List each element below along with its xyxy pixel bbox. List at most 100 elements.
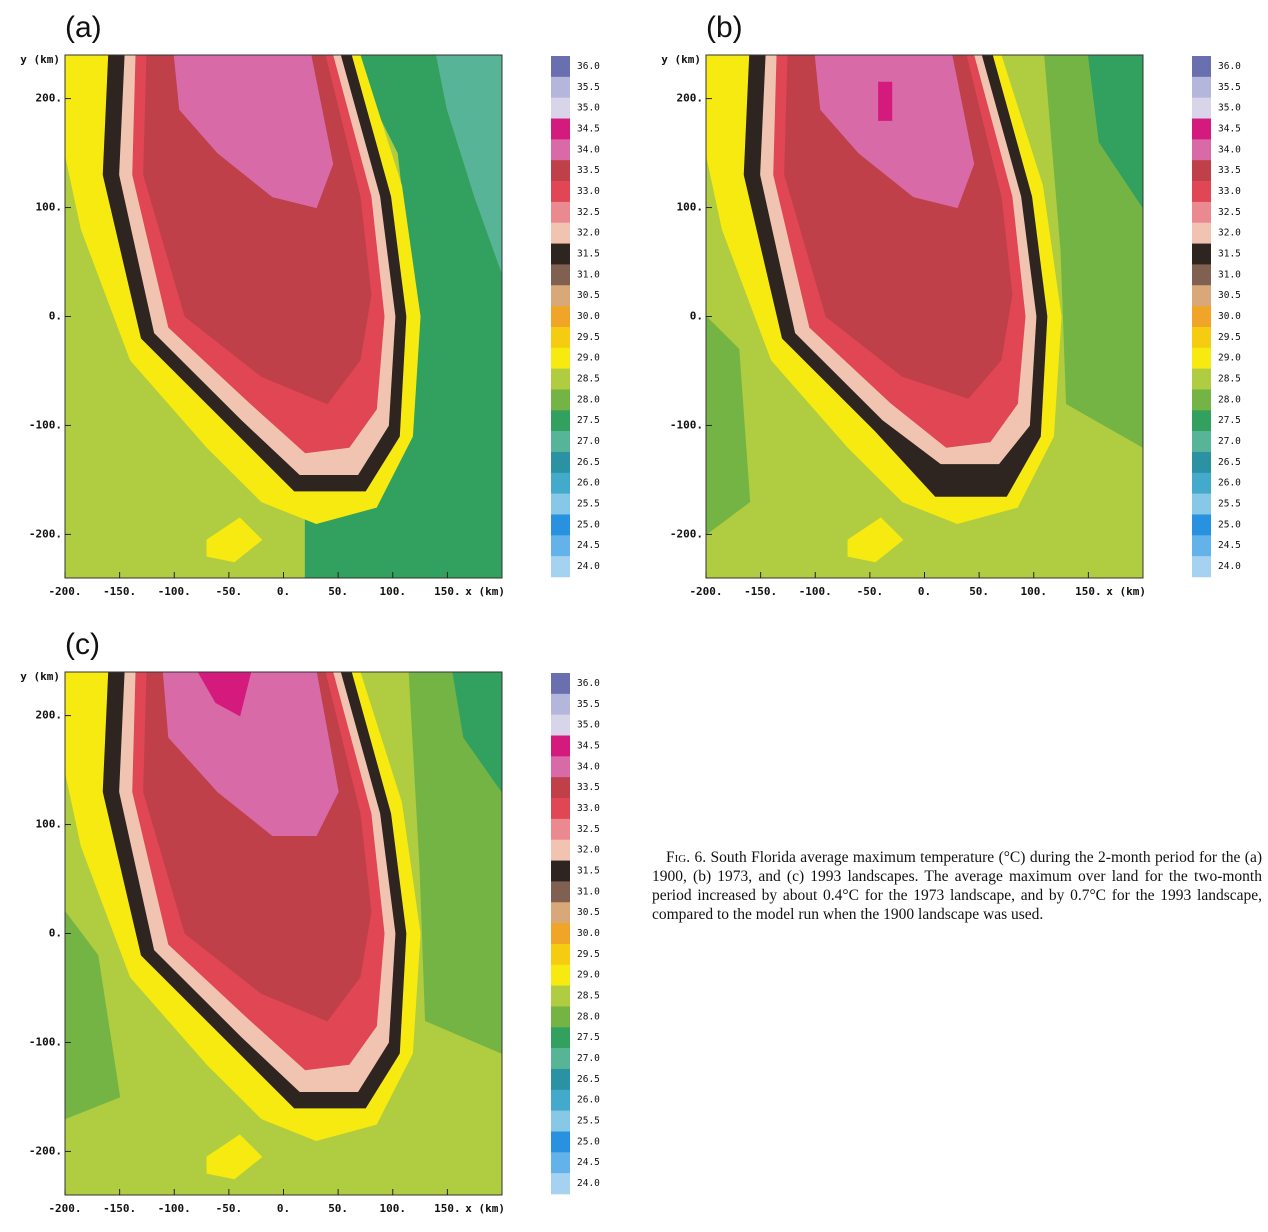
x-tick-label: 100. [380, 1202, 407, 1215]
colorbar-label: 28.5 [577, 374, 600, 385]
colorbar-label: 25.5 [577, 1116, 600, 1127]
colorbar-label: 31.5 [577, 248, 600, 259]
y-tick-label: 100. [36, 201, 63, 214]
colorbar-swatch [551, 777, 570, 799]
colorbar-swatch [551, 556, 570, 578]
colorbar-swatch [1192, 514, 1211, 536]
x-tick-label: 50. [969, 585, 989, 598]
colorbar-swatch [551, 493, 570, 515]
x-tick-label: -200. [689, 585, 722, 598]
x-tick-label: -50. [857, 585, 884, 598]
map [706, 55, 1143, 578]
colorbar-label: 33.5 [577, 782, 600, 793]
x-tick-label: 50. [328, 1202, 348, 1215]
colorbar-label: 27.5 [577, 415, 600, 426]
colorbar-swatch [551, 326, 570, 349]
colorbar-swatch [551, 756, 570, 778]
colorbar-swatch [551, 1048, 570, 1070]
colorbar-swatch [551, 285, 570, 307]
colorbar-label: 25.0 [1218, 519, 1241, 530]
colorbar-label: 28.0 [1218, 394, 1241, 405]
colorbar-swatch [1192, 139, 1211, 161]
colorbar-swatch [551, 818, 570, 841]
colorbar-swatch [551, 839, 570, 861]
colorbar-swatch [1192, 160, 1211, 182]
temperature-region [878, 81, 893, 121]
colorbar-swatch [1192, 306, 1211, 328]
colorbar-label: 26.5 [1218, 457, 1241, 468]
colorbar-swatch [1192, 535, 1211, 557]
x-tick-label: -100. [158, 585, 191, 598]
x-axis-label: x (km) [1106, 585, 1146, 598]
colorbar-label: 26.0 [577, 1095, 600, 1106]
colorbar-swatch [551, 1110, 570, 1132]
y-tick-label: -100. [29, 418, 62, 431]
y-tick-label: -200. [29, 527, 62, 540]
y-tick-label: 100. [36, 818, 63, 831]
colorbar-label: 36.0 [577, 61, 600, 72]
colorbar-label: 32.5 [577, 207, 600, 218]
colorbar-swatch [551, 735, 570, 757]
colorbar-swatch [551, 1006, 570, 1028]
colorbar-label: 29.5 [1218, 332, 1241, 343]
colorbar-label: 25.5 [577, 499, 600, 510]
colorbar-label: 32.5 [577, 824, 600, 835]
colorbar-swatch [551, 985, 570, 1007]
colorbar-label: 24.5 [1218, 540, 1241, 551]
x-tick-label: -50. [216, 1202, 243, 1215]
colorbar-label: 24.0 [577, 561, 600, 572]
colorbar-label: 27.0 [577, 1053, 600, 1064]
colorbar-label: 34.0 [1218, 144, 1241, 155]
colorbar-label: 26.5 [577, 457, 600, 468]
colorbar-label: 31.0 [1218, 269, 1241, 280]
colorbar-label: 24.0 [577, 1178, 600, 1189]
colorbar-label: 33.5 [577, 165, 600, 176]
x-tick-label: 0. [277, 585, 290, 598]
colorbar-label: 31.0 [577, 269, 600, 280]
colorbar-label: 30.5 [577, 290, 600, 301]
colorbar-swatch [551, 201, 570, 224]
colorbar-swatch [551, 389, 570, 411]
colorbar-label: 35.0 [1218, 103, 1241, 114]
colorbar-label: 24.5 [577, 1157, 600, 1168]
x-tick-label: 150. [434, 585, 461, 598]
colorbar-swatch [551, 964, 570, 986]
colorbar-label: 31.0 [577, 886, 600, 897]
colorbar-swatch [1192, 97, 1211, 119]
colorbar-swatch [1192, 410, 1211, 432]
x-tick-label: -200. [48, 1202, 81, 1215]
colorbar-swatch [551, 535, 570, 557]
y-axis-label: y (km) [661, 53, 701, 66]
colorbar-label: 34.0 [577, 761, 600, 772]
colorbar-swatch [551, 798, 570, 820]
colorbar-swatch [551, 306, 570, 328]
colorbar-swatch [551, 160, 570, 182]
y-tick-label: 100. [677, 201, 704, 214]
colorbar-swatch [551, 472, 570, 494]
colorbar-label: 25.0 [577, 1136, 600, 1147]
x-axis-label: x (km) [465, 1202, 505, 1215]
x-tick-label: -150. [744, 585, 777, 598]
colorbar-label: 30.5 [577, 907, 600, 918]
colorbar-label: 33.0 [1218, 186, 1241, 197]
colorbar-swatch [551, 693, 570, 715]
colorbar-label: 29.0 [1218, 353, 1241, 364]
colorbar-swatch [551, 56, 570, 78]
colorbar-swatch [551, 923, 570, 945]
colorbar-label: 26.0 [577, 478, 600, 489]
colorbar-label: 34.5 [577, 740, 600, 751]
colorbar-label: 27.5 [577, 1032, 600, 1043]
colorbar-swatch [1192, 347, 1211, 369]
colorbar-swatch [551, 714, 570, 736]
colorbar-swatch [1192, 556, 1211, 578]
y-tick-label: 0. [49, 927, 62, 940]
y-tick-label: 200. [36, 92, 63, 105]
x-axis-label: x (km) [465, 585, 505, 598]
colorbar-label: 25.5 [1218, 499, 1241, 510]
colorbar-label: 27.0 [577, 436, 600, 447]
colorbar-swatch [551, 243, 570, 265]
colorbar-label: 33.5 [1218, 165, 1241, 176]
colorbar-label: 26.5 [577, 1074, 600, 1085]
colorbar-label: 28.0 [577, 394, 600, 405]
colorbar-label: 27.5 [1218, 415, 1241, 426]
